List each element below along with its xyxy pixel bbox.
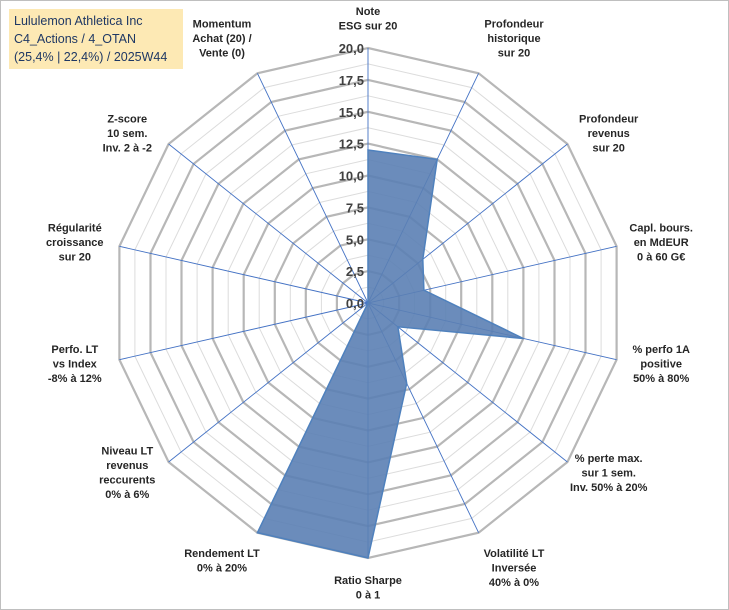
axis-spoke	[256, 73, 369, 304]
axis-spoke	[367, 302, 568, 463]
tick-label: 20,0	[339, 41, 364, 56]
axis-label: Profondeur revenus sur 20	[579, 114, 639, 155]
axis-label: Volatilité LT Inversée 40% à 0%	[484, 548, 545, 589]
tick-label: 5,0	[346, 232, 364, 247]
title-line-3: (25,4% | 22,4%) / 2025W44	[14, 50, 168, 64]
axis-spoke	[168, 302, 369, 463]
axis-spoke	[119, 245, 369, 304]
title-line-1: Lululemon Athletica Inc	[14, 14, 143, 28]
radar-series	[256, 149, 524, 559]
axis-label: Momentum Achat (20) / Vente (0)	[192, 18, 251, 59]
tick-label: 2,5	[346, 264, 364, 279]
tick-label: 0,0	[346, 296, 364, 311]
axis-label: Niveau LT revenus reccurents 0% à 6%	[99, 446, 155, 502]
tick-label: 15,0	[339, 105, 364, 120]
tick-label: 7,5	[346, 200, 364, 215]
axis-spoke	[119, 302, 369, 361]
tick-label: 12,5	[339, 137, 364, 152]
chart-title-box: Lululemon Athletica Inc C4_Actions / 4_O…	[9, 9, 183, 69]
axis-label: Note ESG sur 20	[339, 6, 398, 33]
axis-label: Capl. bours. en MdEUR 0 à 60 G€	[629, 223, 693, 264]
title-line-2: C4_Actions / 4_OTAN	[14, 32, 137, 46]
axis-spoke	[168, 143, 369, 304]
axis-label: Ratio Sharpe 0 à 1	[334, 575, 402, 602]
radar-axis-labels: Note ESG sur 20 Profondeur historique sur 20…	[46, 6, 693, 602]
axis-label: Z-score 10 sem. Inv. 2 à -2	[103, 114, 152, 155]
axis-label: Régularité croissance sur 20	[46, 223, 103, 264]
series-area	[256, 149, 524, 559]
tick-label: 17,5	[339, 73, 364, 88]
axis-label: Profondeur historique sur 20	[484, 18, 544, 59]
tick-label: 10,0	[339, 169, 364, 184]
axis-label: % perte max. sur 1 sem. Inv. 50% à 20%	[570, 453, 648, 494]
radar-tick-labels: 0,0 2,5 5,0 7,5 10,0 12,5 15,0 17,5 20,0	[339, 41, 364, 311]
axis-label: Perfo. LT vs Index -8% à 12%	[48, 344, 102, 385]
axis-label: % perfo 1A positive 50% à 80%	[632, 344, 690, 385]
axis-label: Rendement LT 0% à 20%	[184, 548, 260, 575]
